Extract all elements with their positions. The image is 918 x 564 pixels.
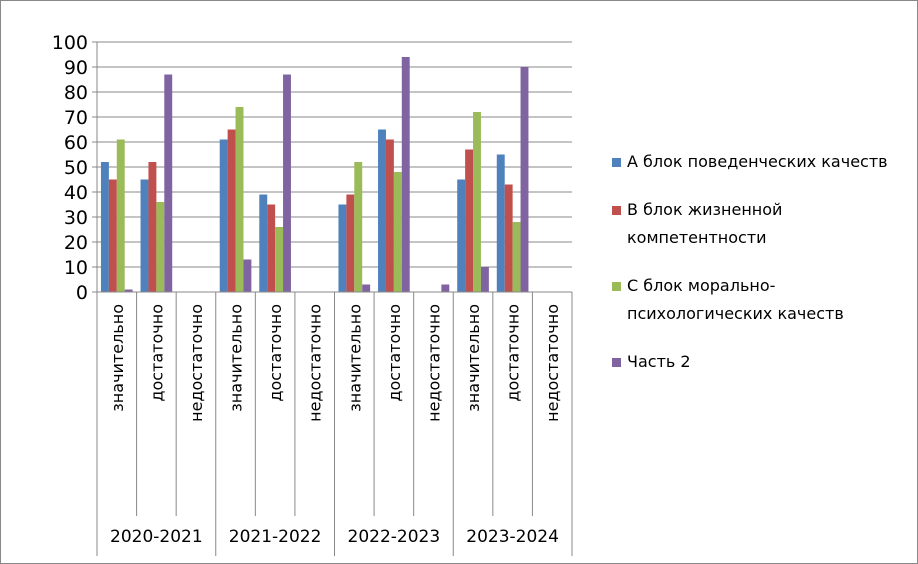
legend-label: Часть 2	[627, 352, 691, 371]
group-label: 2020-2021	[110, 527, 203, 547]
y-tick-label: 100	[52, 32, 88, 54]
bar	[346, 194, 355, 292]
bar	[473, 112, 481, 292]
bar	[362, 284, 371, 292]
bar	[259, 194, 268, 292]
bar	[108, 179, 117, 292]
y-tick-label: 70	[64, 107, 88, 129]
legend-item: В блок жизненной компетентности	[612, 196, 894, 252]
group-label: 2021-2022	[229, 527, 322, 547]
x-tick-label: достаточно	[147, 304, 166, 402]
bar	[338, 204, 347, 292]
legend-swatch	[612, 206, 621, 215]
legend-item: А блок поведенческих качеств	[612, 148, 894, 176]
bar	[378, 129, 386, 292]
y-tick-label: 80	[64, 82, 88, 104]
legend-swatch	[612, 282, 621, 291]
bar	[275, 227, 284, 292]
bar	[100, 162, 109, 292]
bar	[227, 129, 236, 292]
bar	[235, 107, 244, 292]
group-label: 2022-2023	[348, 527, 441, 547]
y-tick-label: 30	[64, 207, 88, 229]
legend-item: Часть 2	[612, 348, 894, 376]
y-tick-label: 90	[64, 57, 88, 79]
y-tick-label: 0	[76, 282, 88, 304]
x-tick-label: достаточно	[504, 304, 523, 402]
y-tick-label: 20	[64, 232, 88, 254]
group-label: 2023-2024	[466, 527, 559, 547]
x-tick-label: недостаточно	[306, 304, 325, 422]
bar	[393, 172, 402, 292]
legend: А блок поведенческих качеств В блок жизне…	[612, 148, 894, 396]
x-tick-label: недостаточно	[543, 304, 562, 422]
legend-label: В блок жизненной компетентности	[627, 200, 783, 247]
bar	[148, 162, 157, 292]
x-tick-label: значительно	[464, 304, 483, 412]
legend-item: С блок морально-психологических качеств	[612, 272, 894, 328]
x-tick-label: значительно	[345, 304, 364, 412]
bar	[243, 259, 252, 292]
y-tick-label: 60	[64, 132, 88, 154]
bar	[457, 179, 466, 292]
legend-swatch	[612, 158, 621, 167]
y-tick-label: 10	[64, 257, 88, 279]
x-tick-label: недостаточно	[187, 304, 206, 422]
bar	[465, 149, 474, 292]
bar	[354, 162, 363, 292]
bar	[124, 289, 133, 292]
bar	[283, 74, 291, 292]
x-tick-label: достаточно	[266, 304, 285, 402]
y-tick-label: 50	[64, 157, 88, 179]
bar	[504, 184, 513, 292]
bar	[156, 202, 165, 292]
bar	[385, 139, 394, 292]
legend-label: С блок морально-психологических качеств	[627, 276, 844, 323]
bar	[164, 74, 173, 292]
bar	[116, 139, 125, 292]
bar	[267, 204, 276, 292]
bar	[401, 57, 410, 292]
y-tick-label: 40	[64, 182, 88, 204]
bar	[480, 267, 489, 292]
x-tick-label: значительно	[227, 304, 246, 412]
bar	[140, 179, 149, 292]
bar	[496, 154, 505, 292]
x-tick-label: достаточно	[385, 304, 404, 402]
bar	[520, 67, 529, 292]
bar	[219, 139, 228, 292]
legend-swatch	[612, 358, 621, 367]
x-tick-label: значительно	[108, 304, 127, 412]
legend-label: А блок поведенческих качеств	[627, 152, 888, 171]
bar	[512, 222, 521, 292]
x-tick-label: недостаточно	[424, 304, 443, 422]
bar	[441, 284, 450, 292]
